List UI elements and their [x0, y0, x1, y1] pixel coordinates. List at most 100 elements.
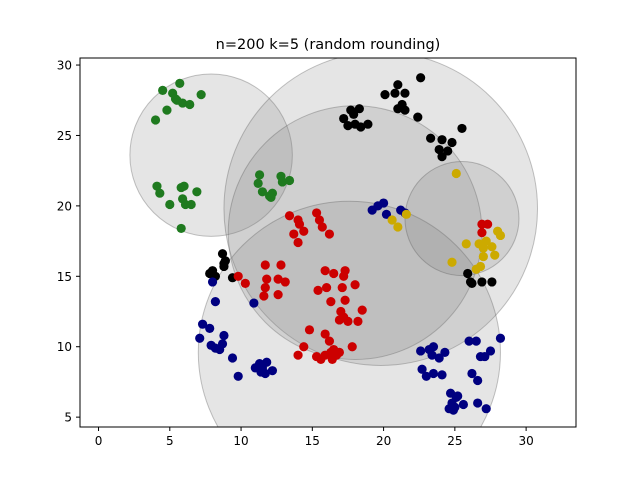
data-point [437, 135, 447, 145]
data-points [150, 73, 506, 415]
data-point [350, 280, 360, 290]
data-point [343, 316, 353, 326]
data-point [262, 274, 272, 284]
data-point [467, 278, 477, 288]
y-tick-label: 25 [57, 129, 72, 143]
data-point [205, 268, 215, 279]
y-axis: 5 10 15 20 25 30 [57, 59, 80, 425]
data-point [473, 398, 483, 408]
data-point [227, 353, 238, 363]
data-point [417, 364, 427, 374]
data-point [192, 187, 202, 197]
data-point [329, 268, 339, 279]
data-point [254, 170, 265, 180]
data-point [175, 78, 185, 88]
data-point [233, 371, 243, 381]
data-point [473, 375, 483, 386]
data-point [458, 399, 469, 410]
data-point [334, 315, 345, 325]
data-point [340, 295, 350, 305]
data-point [487, 242, 497, 252]
data-point [324, 336, 335, 346]
x-tick-label: 30 [518, 434, 533, 448]
data-point [299, 342, 309, 352]
data-point [273, 290, 283, 300]
data-point [267, 366, 278, 376]
data-point [260, 282, 270, 293]
data-point [471, 264, 481, 274]
data-point [485, 346, 496, 356]
data-point [320, 266, 330, 276]
data-point [179, 181, 189, 191]
data-point [257, 187, 268, 197]
data-point [421, 371, 431, 381]
y-tick-label: 20 [57, 199, 72, 213]
data-point [320, 350, 330, 360]
data-point [205, 323, 215, 334]
data-point [478, 251, 488, 262]
data-point [478, 243, 488, 253]
data-point [233, 271, 243, 281]
data-point [434, 144, 444, 155]
data-point [249, 298, 259, 308]
data-point [289, 229, 299, 239]
data-point [477, 277, 487, 287]
y-tick-label: 10 [57, 340, 72, 354]
x-axis: 0 5 10 15 20 25 30 [95, 427, 534, 448]
data-point [380, 90, 390, 100]
y-tick-label: 30 [57, 59, 72, 73]
data-point [343, 121, 353, 131]
data-point [176, 223, 186, 234]
data-point [186, 199, 196, 210]
data-point [426, 133, 436, 143]
data-point [320, 329, 330, 339]
coverage-circle [129, 73, 293, 237]
data-point [416, 73, 426, 83]
data-point [363, 119, 373, 129]
data-point [367, 205, 377, 215]
data-point [495, 333, 506, 343]
axes-frame [79, 57, 577, 428]
data-point [393, 80, 403, 90]
data-point [457, 123, 467, 134]
data-point [311, 208, 322, 218]
data-point [437, 151, 447, 162]
data-point [284, 211, 295, 221]
data-point [495, 230, 506, 241]
data-point [276, 260, 286, 270]
data-point [253, 178, 263, 188]
data-point [463, 268, 473, 279]
data-point [326, 297, 336, 307]
data-point [357, 305, 367, 315]
coverage-circle [223, 58, 538, 366]
data-point [390, 88, 400, 98]
data-point [155, 188, 165, 198]
data-point [428, 368, 439, 379]
x-tick-label: 10 [233, 434, 248, 448]
data-point [266, 192, 276, 203]
data-point [397, 99, 407, 110]
data-point [259, 291, 269, 301]
data-point [299, 226, 309, 236]
data-point [427, 350, 437, 360]
data-point [313, 285, 323, 295]
chart-title: n=200 k=5 (random rounding) [216, 37, 441, 53]
data-point [196, 90, 206, 100]
data-point [467, 368, 477, 379]
data-point [464, 336, 474, 346]
data-point [262, 357, 272, 367]
x-tick-label: 15 [305, 434, 320, 448]
data-point [220, 256, 230, 266]
x-tick-label: 20 [376, 434, 391, 448]
data-point [413, 112, 423, 122]
coverage-circle [404, 161, 520, 277]
x-tick-label: 0 [95, 434, 103, 448]
data-point [210, 297, 221, 307]
data-point [217, 249, 228, 259]
data-point [178, 98, 188, 108]
data-point [378, 198, 389, 208]
data-point [443, 146, 453, 156]
data-point [481, 404, 491, 414]
